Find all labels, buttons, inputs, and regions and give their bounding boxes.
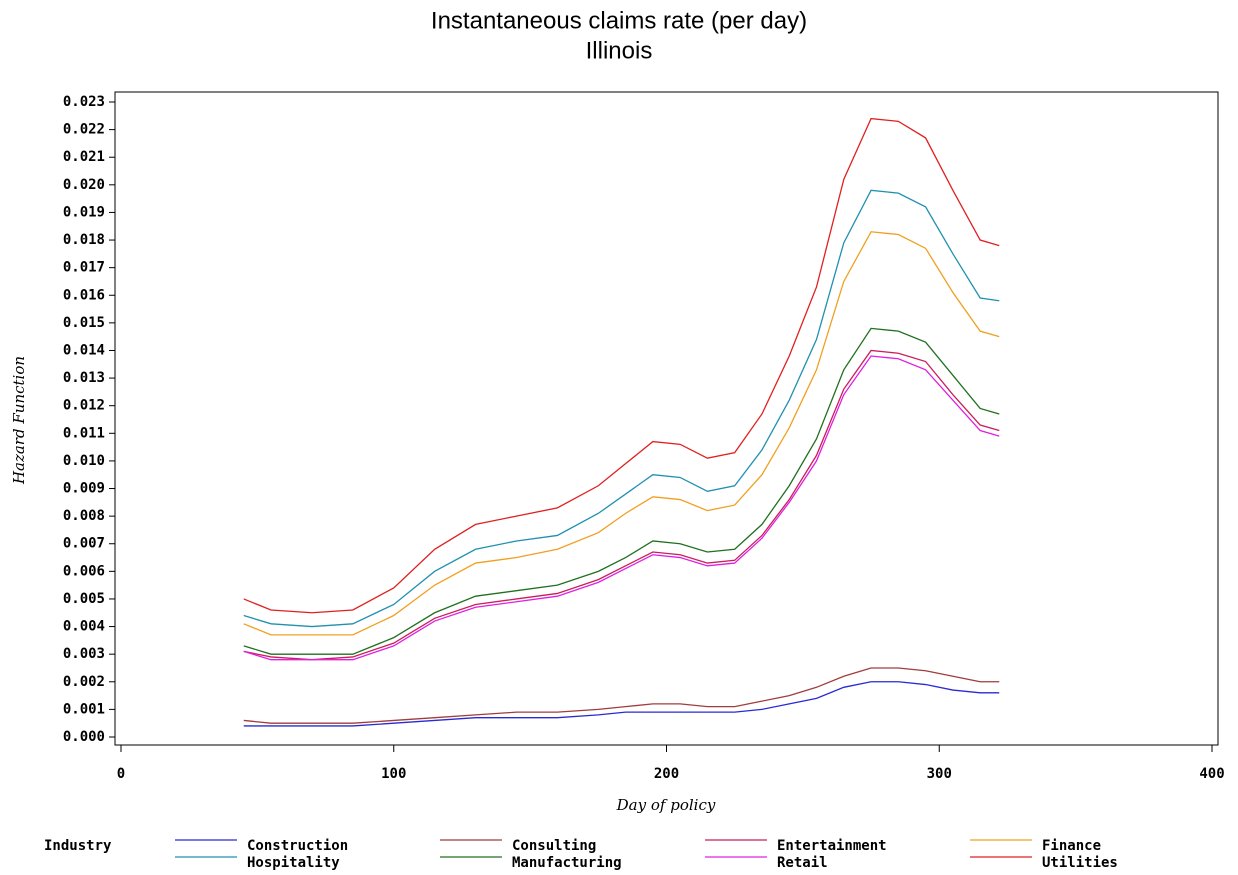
legend-title: Industry — [44, 838, 112, 854]
y-tick-label: 0.004 — [63, 619, 105, 635]
y-tick-label: 0.002 — [63, 674, 105, 690]
y-tick-label: 0.007 — [63, 536, 105, 552]
legend-label: Construction — [247, 838, 348, 854]
series-line — [243, 231, 1000, 636]
legend-label: Finance — [1042, 838, 1101, 854]
y-tick-label: 0.005 — [63, 591, 105, 607]
y-tick-label: 0.015 — [63, 315, 105, 331]
y-tick-label: 0.010 — [63, 453, 105, 469]
x-tick-label: 0 — [117, 766, 125, 782]
plot-frame — [114, 91, 1219, 746]
series-line — [243, 117, 1000, 614]
x-tick-label: 200 — [654, 766, 679, 782]
y-tick-label: 0.008 — [63, 508, 105, 524]
x-tick-label: 100 — [381, 766, 406, 782]
y-tick-label: 0.021 — [63, 149, 105, 165]
y-axis-label: Hazard Function — [10, 356, 28, 485]
chart-title: Instantaneous claims rate (per day) — [431, 7, 807, 34]
y-tick-label: 0.014 — [63, 342, 105, 358]
legend-label: Manufacturing — [512, 855, 622, 871]
y-tick-label: 0.006 — [63, 563, 105, 579]
series-line — [243, 355, 1000, 661]
y-tick-label: 0.013 — [63, 370, 105, 386]
legend-label: Entertainment — [777, 838, 887, 854]
x-axis-label: Day of policy — [616, 796, 716, 814]
x-tick-label: 300 — [927, 766, 952, 782]
y-tick-label: 0.009 — [63, 481, 105, 497]
x-tick-label: 400 — [1199, 766, 1224, 782]
legend-label: Consulting — [512, 838, 596, 854]
y-tick-label: 0.023 — [63, 94, 105, 110]
y-tick-label: 0.000 — [63, 729, 105, 745]
series-line — [243, 189, 1000, 628]
y-tick-label: 0.019 — [63, 204, 105, 220]
y-tick-label: 0.012 — [63, 398, 105, 414]
y-tick-label: 0.022 — [63, 122, 105, 138]
legend-label: Utilities — [1042, 855, 1118, 871]
legend-label: Hospitality — [247, 855, 340, 871]
y-tick-label: 0.018 — [63, 232, 105, 248]
y-tick-label: 0.016 — [63, 287, 105, 303]
y-tick-label: 0.011 — [63, 425, 105, 441]
series-line — [243, 327, 1000, 655]
y-tick-label: 0.020 — [63, 177, 105, 193]
chart-subtitle: Illinois — [586, 37, 653, 64]
series-line — [243, 681, 1000, 727]
legend-label: Retail — [777, 855, 828, 871]
series-line — [243, 667, 1000, 724]
y-tick-label: 0.001 — [63, 701, 105, 717]
y-tick-label: 0.003 — [63, 646, 105, 662]
y-tick-label: 0.017 — [63, 260, 105, 276]
series-line — [243, 349, 1000, 661]
